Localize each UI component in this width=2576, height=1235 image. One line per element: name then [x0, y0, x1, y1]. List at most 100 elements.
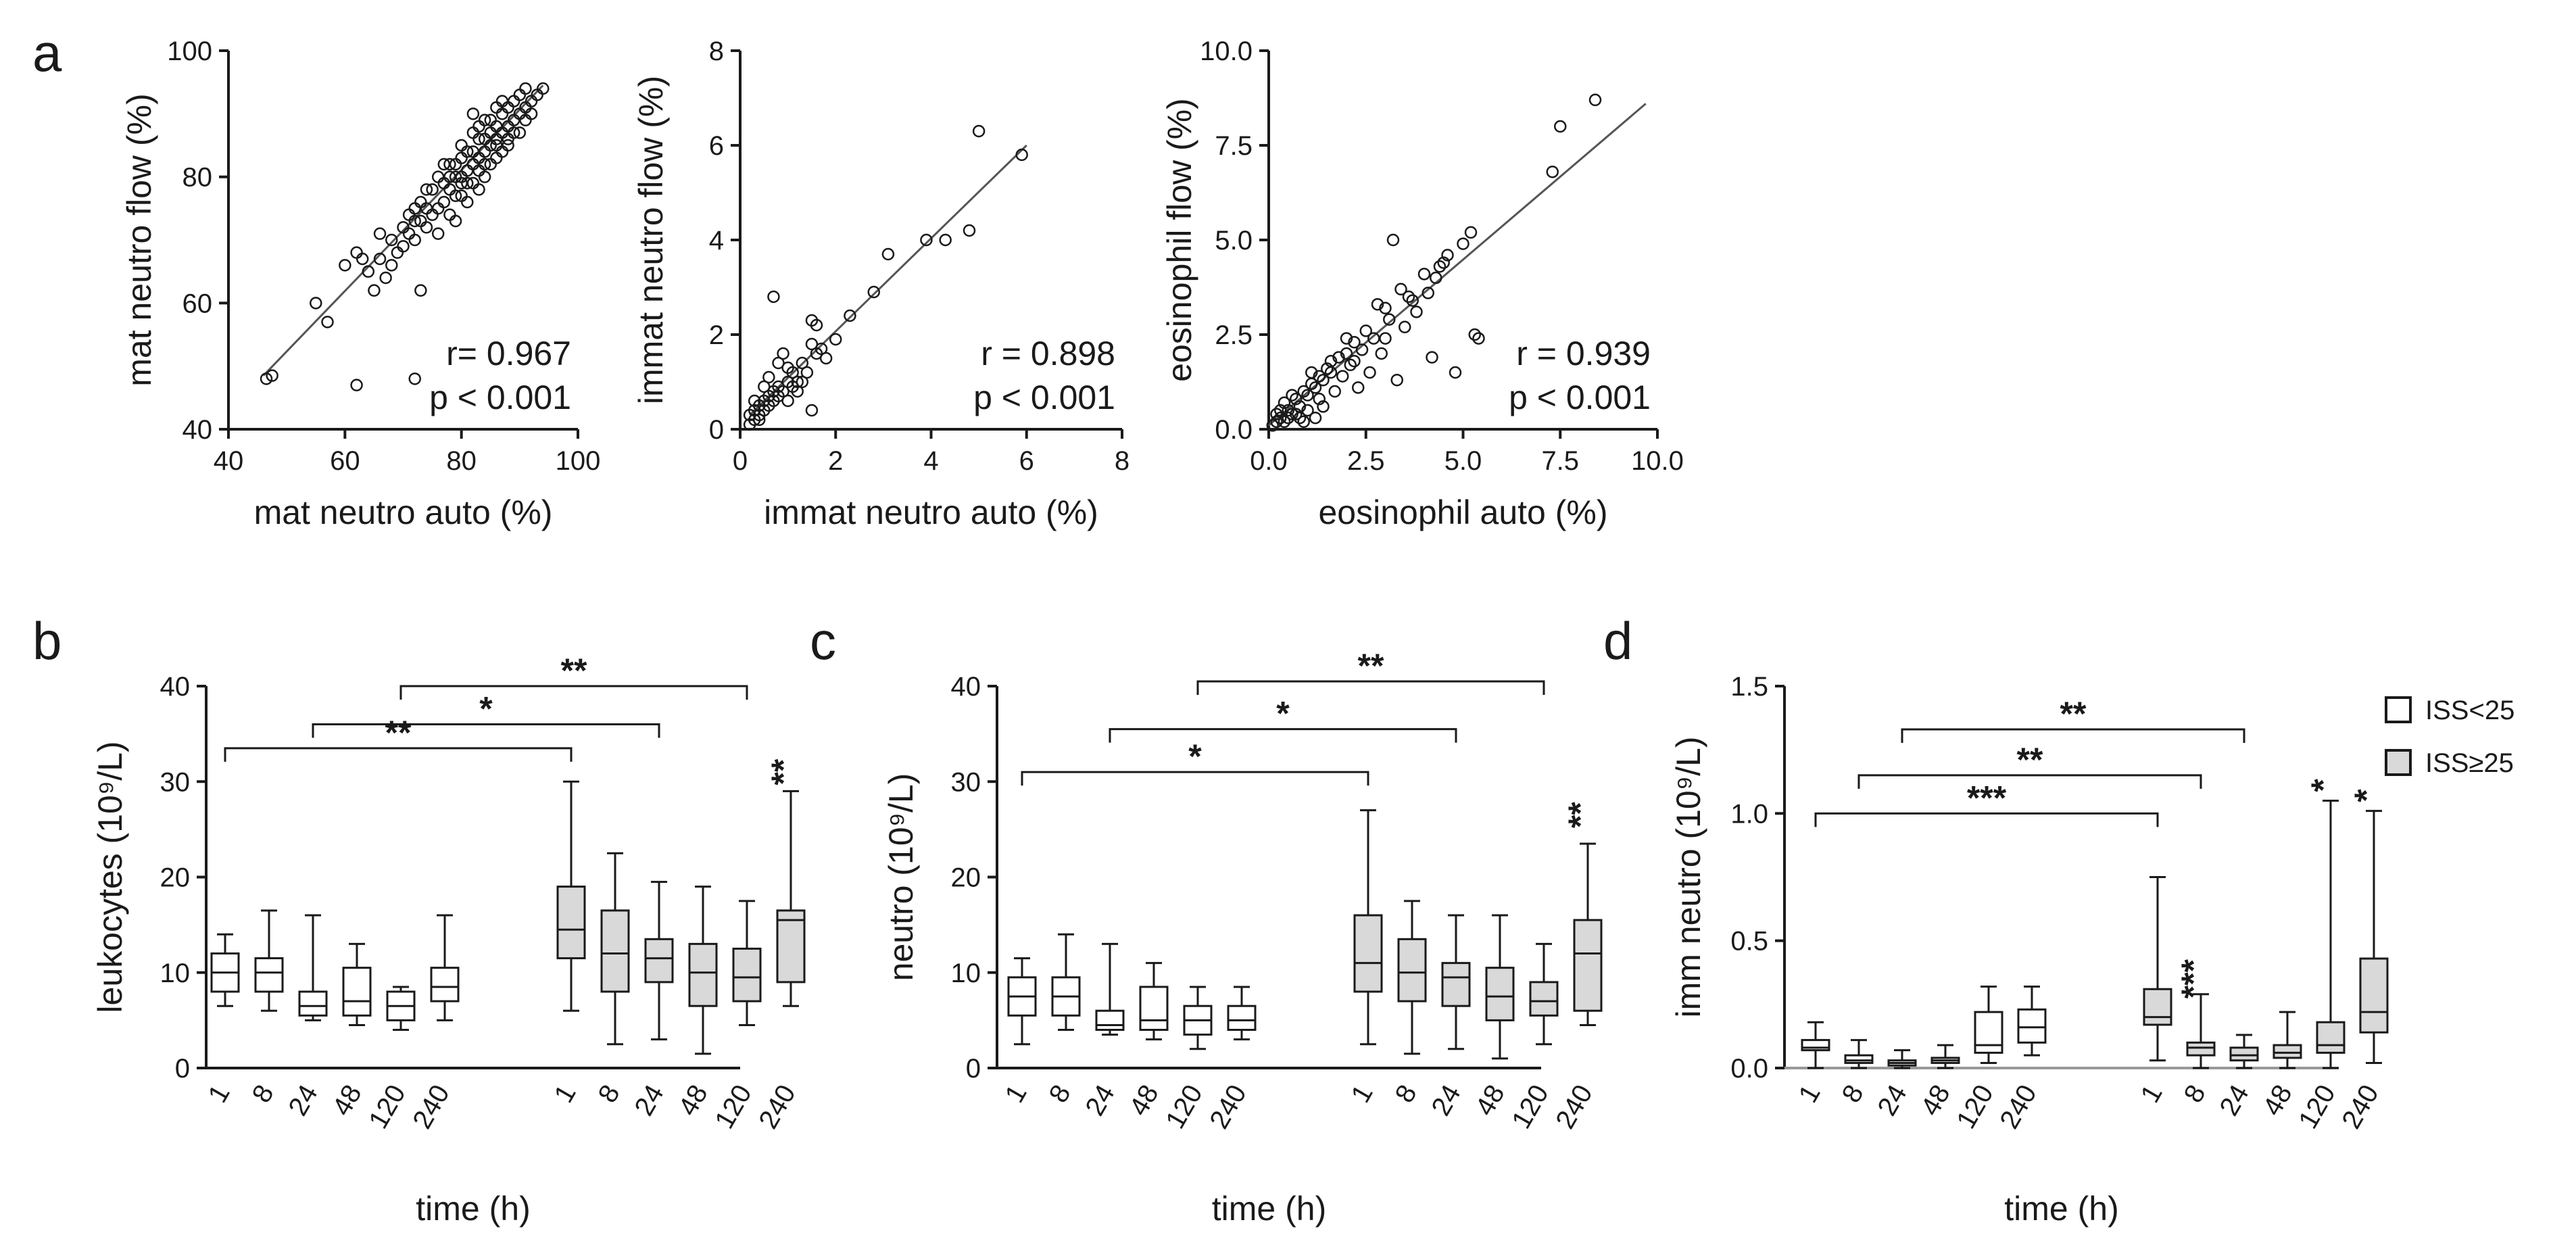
y-tick-label: 4 [709, 226, 724, 256]
data-point [466, 107, 480, 120]
y-tick-label: 30 [951, 767, 981, 797]
data-point [1546, 165, 1559, 178]
data-point [1293, 411, 1307, 425]
data-point [972, 124, 986, 138]
x-tick-label: 7.5 [1541, 446, 1579, 476]
regression-line [749, 144, 1027, 416]
significance-bracket [1021, 771, 1369, 786]
data-point [1301, 404, 1314, 417]
y-tick-label: 2.5 [1215, 320, 1253, 350]
box-11 [1529, 981, 1559, 1017]
significance-bracket [1901, 728, 2245, 744]
data-point [1332, 351, 1345, 364]
y-tick-label: 1.0 [1730, 799, 1768, 829]
data-point [356, 252, 369, 266]
data-point [1464, 226, 1478, 239]
y-tick-label: 8 [709, 37, 724, 66]
x-tick-label: 4 [923, 446, 938, 476]
box-3 [1095, 1009, 1125, 1031]
data-point [472, 183, 485, 196]
data-point [1348, 335, 1361, 349]
data-point [1270, 415, 1283, 429]
y-tick-label: 0.0 [1215, 415, 1253, 445]
box-significance-mark: * [2348, 789, 2385, 802]
x-tick-label: 40 [214, 446, 244, 476]
data-point [449, 189, 462, 202]
data-point [1352, 381, 1365, 394]
data-point [758, 380, 771, 393]
data-point [1301, 389, 1314, 402]
box-significance-mark: ** [1561, 802, 1599, 828]
x-tick-label: 80 [446, 446, 477, 476]
data-point [829, 333, 842, 346]
data-point [786, 380, 799, 393]
x-tick-label: 100 [556, 446, 601, 476]
data-point [385, 259, 398, 272]
x-axis-title: immat neutro auto (%) [764, 493, 1098, 531]
data-point [748, 394, 761, 408]
data-point [1390, 373, 1403, 387]
data-point [1282, 404, 1294, 417]
significance-label: * [1276, 695, 1290, 733]
significance-bracket [399, 685, 748, 700]
p-value: p < 0.001 [1509, 379, 1651, 416]
data-point [1399, 320, 1411, 334]
data-point [1297, 415, 1310, 429]
data-point [1313, 370, 1326, 383]
data-point [478, 158, 491, 171]
x-axis-title: mat neutro auto (%) [254, 493, 553, 531]
y-tick-label: 10 [160, 959, 191, 988]
box-10 [2273, 1044, 2302, 1059]
y-axis-title: neutro (10⁹/L) [882, 773, 920, 982]
data-point [1324, 354, 1338, 368]
box-10 [1485, 967, 1515, 1021]
significance-label: * [1188, 737, 1202, 775]
data-point [379, 271, 392, 285]
y-tick-label: 20 [160, 863, 191, 893]
data-point [1433, 260, 1447, 273]
data-point [431, 227, 445, 240]
data-point [490, 139, 503, 152]
legend-swatch-iss-low [2385, 696, 2412, 723]
data-point [455, 189, 468, 202]
y-tick-label: 60 [183, 289, 213, 318]
box-11 [732, 947, 762, 1002]
data-point [507, 126, 520, 139]
data-point [266, 369, 278, 382]
y-tick-label: 0.5 [1730, 927, 1768, 956]
box-1 [1801, 1039, 1830, 1052]
panel-label-a: a [32, 23, 62, 82]
legend-label-iss-high: ISS≥25 [2425, 748, 2514, 778]
significance-label: * [479, 690, 493, 728]
data-point [762, 370, 775, 384]
box-9 [2229, 1046, 2259, 1062]
box-9 [1441, 962, 1471, 1007]
y-tick-label: 5.0 [1215, 226, 1253, 256]
data-point [1363, 366, 1376, 379]
data-point [1472, 332, 1485, 345]
box-2 [1844, 1054, 1874, 1064]
box-8 [2186, 1041, 2216, 1057]
significance-label: ** [2060, 695, 2087, 733]
data-point [1274, 411, 1287, 425]
data-point [844, 309, 856, 322]
significance-label: ** [385, 714, 412, 752]
data-point [414, 284, 427, 297]
data-point [373, 252, 387, 266]
y-tick-label: 100 [167, 37, 212, 66]
data-point [1297, 385, 1310, 398]
box-7 [2143, 988, 2172, 1026]
y-tick-label: 1.5 [1730, 672, 1768, 702]
box-7 [1353, 914, 1383, 993]
data-point [772, 356, 785, 370]
data-point [1286, 408, 1298, 420]
x-tick-label: 0 [733, 446, 748, 476]
p-value: p < 0.001 [973, 379, 1115, 416]
data-point [781, 394, 794, 408]
data-point [1437, 256, 1450, 269]
box-12 [2359, 957, 2389, 1034]
data-point [1274, 404, 1287, 417]
y-tick-label: 80 [183, 163, 213, 193]
data-point [420, 202, 433, 215]
data-point [513, 126, 527, 139]
